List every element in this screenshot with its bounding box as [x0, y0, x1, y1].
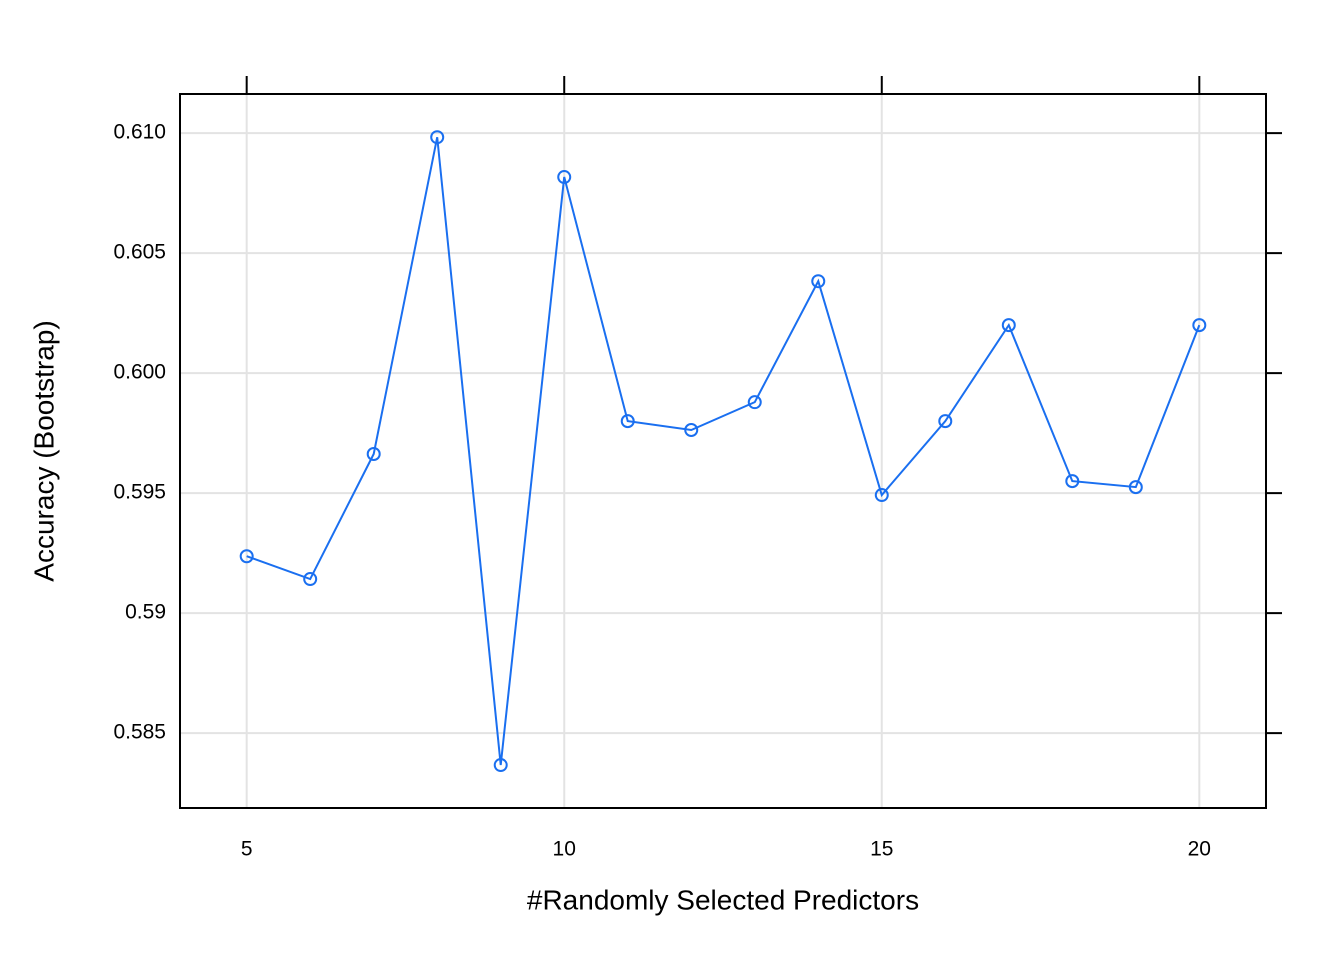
x-axis-title: #Randomly Selected Predictors — [527, 884, 919, 915]
point — [684, 423, 699, 437]
x-tick-label: 10 — [553, 838, 576, 861]
y-tick-label: 0.605 — [113, 241, 166, 264]
point — [1001, 318, 1016, 333]
point — [938, 414, 953, 429]
y-tick-label: 0.610 — [113, 121, 166, 144]
point — [239, 549, 254, 564]
point — [1128, 480, 1143, 495]
y-tick-label: 0.595 — [113, 481, 166, 504]
x-tick-label: 5 — [241, 838, 253, 861]
point — [303, 572, 318, 587]
series-line — [246, 137, 1201, 766]
plot-frame — [179, 93, 1267, 809]
point — [366, 447, 381, 461]
point — [747, 395, 762, 410]
point — [493, 758, 508, 773]
point — [1065, 474, 1080, 489]
y-tick-label: 0.600 — [113, 361, 166, 384]
x-tick-label: 15 — [870, 838, 893, 861]
y-axis-title: Accuracy (Bootstrap) — [28, 320, 59, 581]
point — [430, 130, 445, 145]
x-tick-label: 20 — [1188, 838, 1211, 861]
y-tick-label: 0.59 — [125, 601, 166, 624]
point — [557, 170, 572, 185]
point — [1192, 318, 1207, 333]
point — [874, 488, 889, 503]
y-tick-label: 0.585 — [113, 721, 166, 744]
point — [620, 414, 635, 429]
point — [811, 274, 826, 289]
